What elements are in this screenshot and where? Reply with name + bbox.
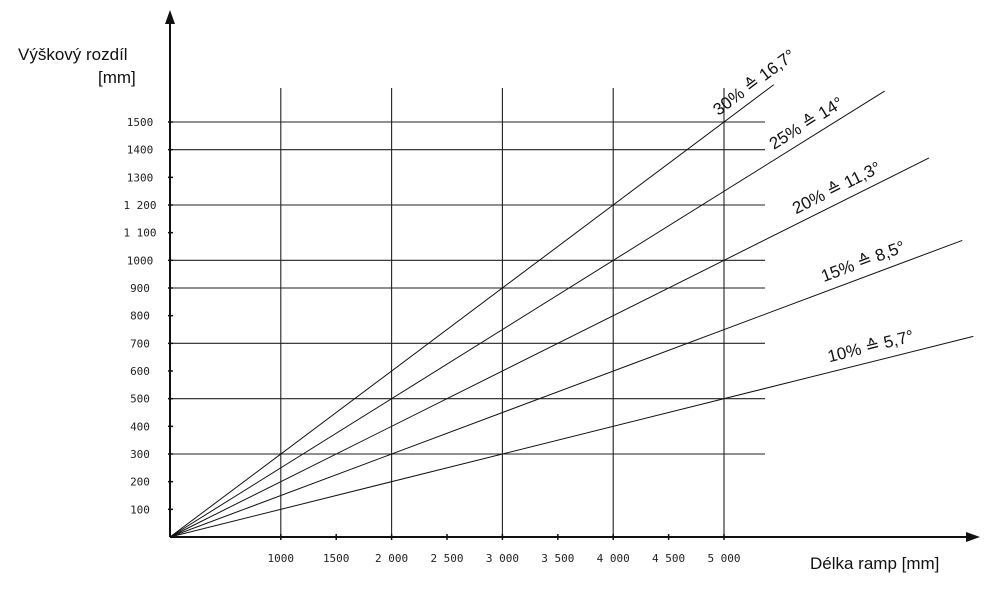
x-tick-label: 2 000 [375,552,408,565]
series-line [169,335,974,538]
y-tick-label: 1 100 [123,227,156,240]
series-line [169,157,930,538]
x-tick-label: 1500 [323,552,350,565]
y-axis-arrow [165,10,175,24]
series-line [169,90,885,538]
series-label: 10% ≙ 5,7° [826,326,916,366]
x-tick-label: 5 000 [707,552,740,565]
x-tick-label: 4 500 [652,552,685,565]
series-lines [169,84,974,538]
x-axis-arrow [966,532,980,542]
grid-lines [170,88,765,537]
y-tick-label: 1400 [127,144,154,157]
y-tick-label: 900 [130,282,150,295]
y-tick-label: 1000 [127,254,154,267]
y-tick-label: 300 [130,448,150,461]
y-tick-label: 800 [130,310,150,323]
y-tick-label: 500 [130,393,150,406]
y-axis-unit: [mm] [98,68,136,87]
series-labels: 30% ≙ 16,7°25% ≙ 14°20% ≙ 11,3°15% ≙ 8,5… [709,46,915,367]
series-line [169,84,775,538]
x-tick-label: 4 000 [597,552,630,565]
y-tick-label: 1500 [127,116,154,129]
y-tick-label: 1 200 [123,199,156,212]
y-tick-label: 200 [130,476,150,489]
x-tick-label: 3 500 [541,552,574,565]
tick-marks [168,121,725,540]
y-tick-label: 700 [130,337,150,350]
y-tick-label: 400 [130,420,150,433]
y-axis-title: Výškový rozdíl [18,45,128,64]
axes [165,10,980,542]
series-label: 30% ≙ 16,7° [709,46,799,120]
x-tick-label: 1000 [268,552,295,565]
series-line [169,239,963,538]
y-tick-label: 100 [130,503,150,516]
x-tick-label: 3 000 [486,552,519,565]
y-tick-label: 600 [130,365,150,378]
series-label: 25% ≙ 14° [766,93,847,153]
y-tick-label: 1300 [127,171,154,184]
x-axis-title: Délka ramp [mm] [810,554,939,573]
x-tick-label: 2 500 [430,552,463,565]
tick-labels: 100 200 300 400 500 600 700 800 900 1000 1 100 1 20… [123,116,740,565]
series-label: 15% ≙ 8,5° [818,237,907,286]
